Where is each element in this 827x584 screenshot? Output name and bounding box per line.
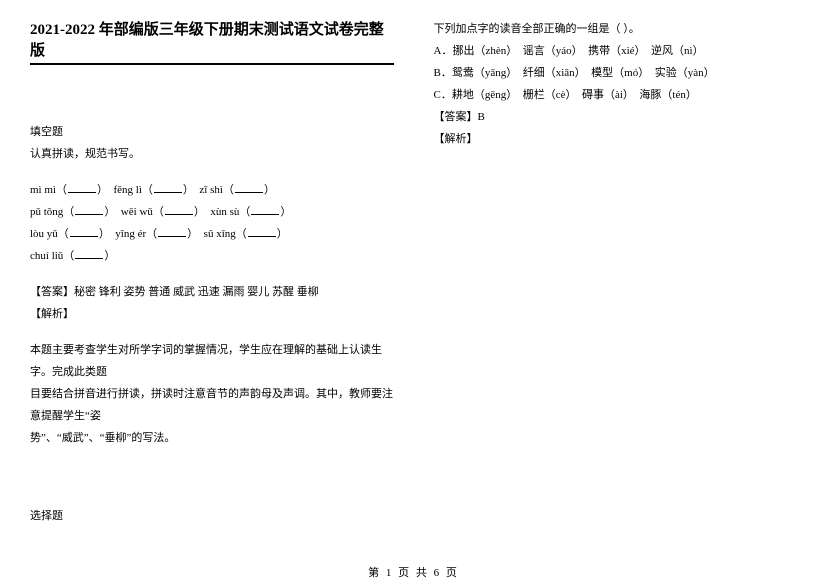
q1-expl-2: 目要结合拼音进行拼读，拼读时注意音节的声韵母及声调。其中，教师要注意提醒学生“姿 <box>30 383 394 427</box>
q1-expl-label: 【解析】 <box>30 303 394 325</box>
doc-title-wrap: 2021-2022 年部编版三年级下册期末测试语文试卷完整版 <box>30 18 394 93</box>
q1-heading: 填空题 <box>30 121 394 143</box>
q1-prompt: 认真拼读，规范书写。 <box>30 143 394 165</box>
q1-expl-3: 势”、“威武”、“垂柳”的写法。 <box>30 427 394 449</box>
q2-answer: 【答案】B <box>434 106 798 128</box>
q1-expl-1: 本题主要考查学生对所学字词的掌握情况，学生应在理解的基础上认读生字。完成此类题 <box>30 339 394 383</box>
doc-title: 2021-2022 年部编版三年级下册期末测试语文试卷完整版 <box>30 18 394 65</box>
q1-row3: lòu yǔ（） yīng ér（） sū xǐng（） <box>30 223 394 245</box>
q1-row4: chuí liǔ（） <box>30 245 394 267</box>
q1-row1: mì mì（） fēng lì（） zī shì（） <box>30 179 394 201</box>
q2-opt-a: A．挪出（zhèn） 谣言（yáo） 携带（xié） 逆风（nì） <box>434 40 798 62</box>
q2-opt-c: C．耕地（gēng） 栅栏（cè） 碍事（ài） 海豚（tén） <box>434 84 798 106</box>
q2-heading: 选择题 <box>30 505 394 527</box>
q2-opt-b: B．鸳鸯（yāng） 纤细（xiān） 模型（mó） 实验（yàn） <box>434 62 798 84</box>
q1-row2: pǔ tōng（） wēi wǔ（） xùn sù（） <box>30 201 394 223</box>
page-footer: 第 1 页 共 6 页 <box>0 564 827 580</box>
q2-prompt: 下列加点字的读音全部正确的一组是（ ）。 <box>434 18 798 40</box>
q2-expl-label: 【解析】 <box>434 128 798 150</box>
q1-answer: 【答案】秘密 锋利 姿势 普通 威武 迅速 漏雨 婴儿 苏醒 垂柳 <box>30 281 394 303</box>
